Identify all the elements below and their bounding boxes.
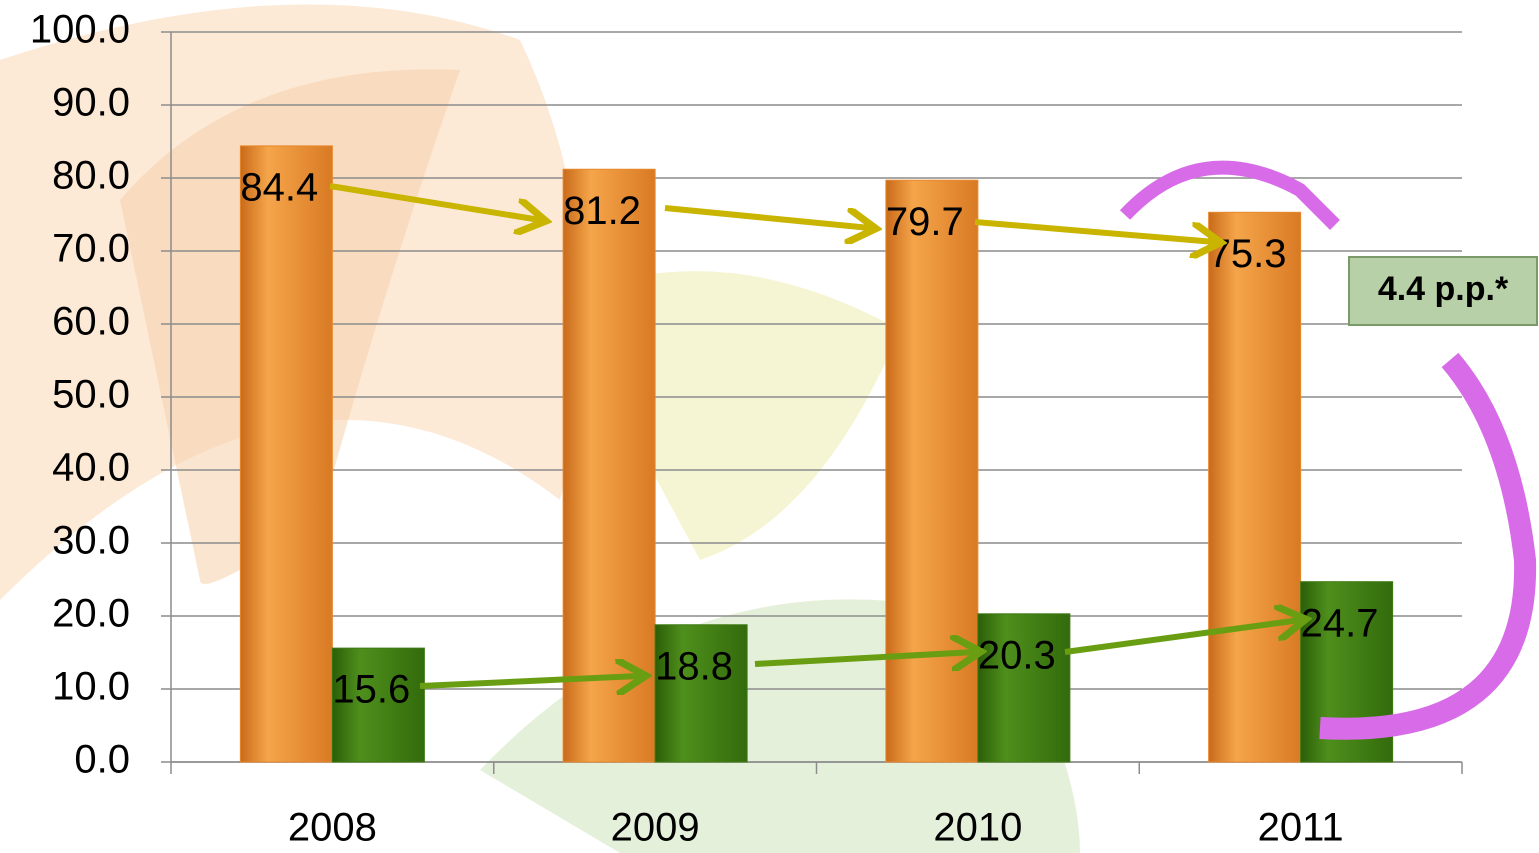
x-tick-label: 2008 <box>288 806 377 850</box>
value-label: 20.3 <box>978 633 1056 677</box>
bar <box>886 180 978 762</box>
y-tick-label: 70.0 <box>52 227 130 271</box>
value-label: 24.7 <box>1301 601 1379 645</box>
x-tick-label: 2010 <box>933 806 1022 850</box>
y-tick-label: 0.0 <box>74 738 130 782</box>
y-tick-label: 30.0 <box>52 519 130 563</box>
y-tick-label: 90.0 <box>52 81 130 125</box>
y-tick-label: 50.0 <box>52 373 130 417</box>
y-tick-label: 100.0 <box>30 8 130 52</box>
y-tick-label: 20.0 <box>52 592 130 636</box>
bar <box>563 169 655 762</box>
y-tick-label: 10.0 <box>52 665 130 709</box>
annotation: 4.4 p.p.* <box>1378 270 1509 308</box>
bar <box>240 146 332 762</box>
chart: 0.0 10.0 20.0 30.0 40.0 50.0 60.0 70.0 80.0 90.0 1… <box>0 0 1539 853</box>
y-tick-label: 40.0 <box>52 446 130 490</box>
bar <box>1209 212 1301 762</box>
value-label: 75.3 <box>1209 232 1287 276</box>
x-tick-label: 2009 <box>611 806 700 850</box>
value-label: 81.2 <box>563 189 641 233</box>
value-label: 15.6 <box>332 668 410 712</box>
x-tick-label: 2011 <box>1258 806 1344 850</box>
value-label: 18.8 <box>655 644 733 688</box>
value-label: 84.4 <box>240 165 318 209</box>
y-tick-label: 60.0 <box>52 300 130 344</box>
value-label: 79.7 <box>886 200 964 244</box>
y-tick-label: 80.0 <box>52 154 130 198</box>
